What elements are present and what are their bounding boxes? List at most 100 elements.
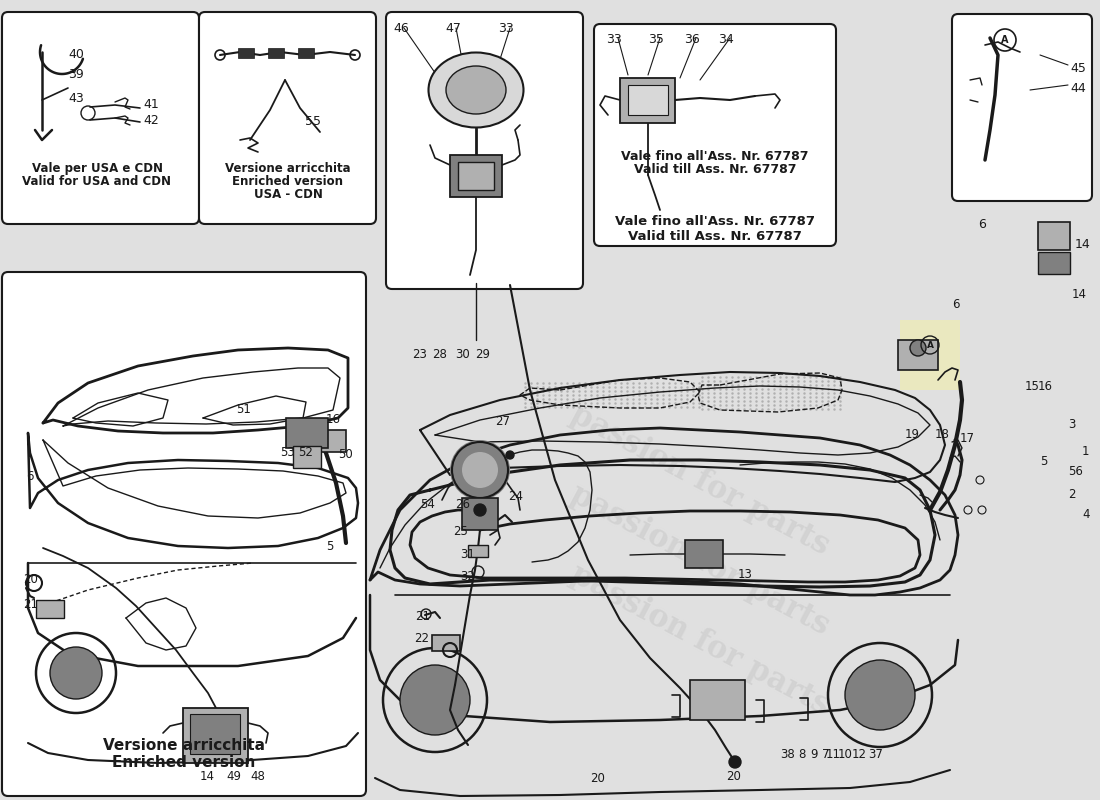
Text: Versione arricchita: Versione arricchita (103, 738, 265, 753)
Text: Vale fino all'Ass. Nr. 67787: Vale fino all'Ass. Nr. 67787 (615, 215, 815, 228)
Text: 14: 14 (1072, 288, 1087, 301)
Text: 20: 20 (590, 772, 605, 785)
Text: 27: 27 (495, 415, 510, 428)
Text: 42: 42 (143, 114, 158, 127)
Bar (183, 708, 248, 763)
Text: 5: 5 (1040, 455, 1047, 468)
Text: 38: 38 (780, 748, 794, 761)
Bar (450, 155, 502, 197)
Bar (293, 446, 321, 468)
Text: 41: 41 (143, 98, 158, 111)
Text: A: A (1001, 35, 1009, 45)
Text: 21: 21 (23, 598, 38, 611)
Bar (628, 85, 668, 115)
Text: 46: 46 (393, 22, 409, 35)
Text: 49: 49 (226, 770, 241, 783)
Bar (238, 48, 254, 58)
Bar (685, 540, 723, 568)
Bar (898, 340, 938, 370)
Text: 24: 24 (508, 490, 522, 503)
Bar (268, 48, 284, 58)
Text: 10: 10 (838, 748, 853, 761)
Bar (190, 714, 240, 754)
FancyBboxPatch shape (199, 12, 376, 224)
Text: 39: 39 (68, 68, 84, 81)
Text: 17: 17 (960, 432, 975, 445)
Bar (468, 545, 488, 557)
Text: 53: 53 (280, 446, 295, 459)
Text: 29: 29 (475, 348, 490, 361)
Text: 32: 32 (460, 570, 475, 583)
Text: 19: 19 (905, 428, 920, 441)
Bar (690, 680, 745, 720)
Text: 51: 51 (236, 403, 251, 416)
Text: 8: 8 (798, 748, 805, 761)
Text: 9: 9 (810, 748, 817, 761)
Text: Valid till Ass. Nr. 67787: Valid till Ass. Nr. 67787 (634, 163, 796, 176)
Bar (432, 635, 460, 651)
Text: 20: 20 (726, 770, 741, 783)
Text: Enriched version: Enriched version (232, 175, 343, 188)
Circle shape (50, 647, 102, 699)
FancyBboxPatch shape (594, 24, 836, 246)
Text: 22: 22 (414, 632, 429, 645)
Text: 55: 55 (305, 115, 321, 128)
Text: 33: 33 (498, 22, 514, 35)
Text: 3: 3 (1068, 418, 1076, 431)
Text: 31: 31 (460, 548, 475, 561)
Text: USA - CDN: USA - CDN (254, 188, 322, 201)
Text: 12: 12 (852, 748, 867, 761)
Circle shape (845, 660, 915, 730)
Text: 43: 43 (68, 92, 84, 105)
Text: passion for parts: passion for parts (565, 558, 835, 722)
Bar (286, 418, 328, 448)
Text: 6: 6 (952, 298, 959, 311)
Text: 4: 4 (1082, 508, 1089, 521)
Circle shape (462, 452, 498, 488)
Text: 6: 6 (978, 218, 986, 231)
FancyBboxPatch shape (2, 272, 366, 796)
Circle shape (452, 442, 508, 498)
Text: Versione arricchita: Versione arricchita (226, 162, 351, 175)
Text: 40: 40 (68, 48, 84, 61)
Text: 28: 28 (432, 348, 447, 361)
Text: 6: 6 (26, 470, 33, 483)
Text: 54: 54 (420, 498, 434, 511)
Bar (620, 78, 675, 123)
Bar (36, 600, 64, 618)
Text: 47: 47 (446, 22, 461, 35)
Text: 44: 44 (1070, 82, 1086, 95)
Text: passion for parts: passion for parts (565, 478, 835, 642)
Text: 56: 56 (1068, 465, 1082, 478)
Bar (458, 162, 494, 190)
Text: 50: 50 (338, 448, 353, 461)
Text: 35: 35 (648, 33, 664, 46)
Text: 1: 1 (1082, 445, 1089, 458)
Text: 14: 14 (200, 770, 214, 783)
FancyBboxPatch shape (386, 12, 583, 289)
Text: 2: 2 (1068, 488, 1076, 501)
Text: 21: 21 (415, 610, 430, 623)
Text: A: A (926, 341, 934, 350)
FancyBboxPatch shape (2, 12, 199, 224)
Text: 37: 37 (868, 748, 883, 761)
Text: 30: 30 (455, 348, 470, 361)
Bar (308, 430, 346, 452)
Text: 13: 13 (738, 568, 752, 581)
Text: 15: 15 (1025, 380, 1040, 393)
Ellipse shape (446, 66, 506, 114)
Bar (462, 498, 498, 530)
Text: 20: 20 (23, 573, 37, 586)
Text: Enriched version: Enriched version (112, 755, 255, 770)
Text: Vale fino all'Ass. Nr. 67787: Vale fino all'Ass. Nr. 67787 (621, 150, 808, 163)
Text: 16: 16 (326, 413, 341, 426)
FancyBboxPatch shape (952, 14, 1092, 201)
Text: Valid for USA and CDN: Valid for USA and CDN (22, 175, 172, 188)
Text: 36: 36 (684, 33, 700, 46)
Text: 33: 33 (606, 33, 621, 46)
Ellipse shape (429, 53, 524, 127)
Text: 52: 52 (298, 446, 312, 459)
Circle shape (450, 440, 510, 500)
Bar (298, 48, 314, 58)
Circle shape (400, 665, 470, 735)
